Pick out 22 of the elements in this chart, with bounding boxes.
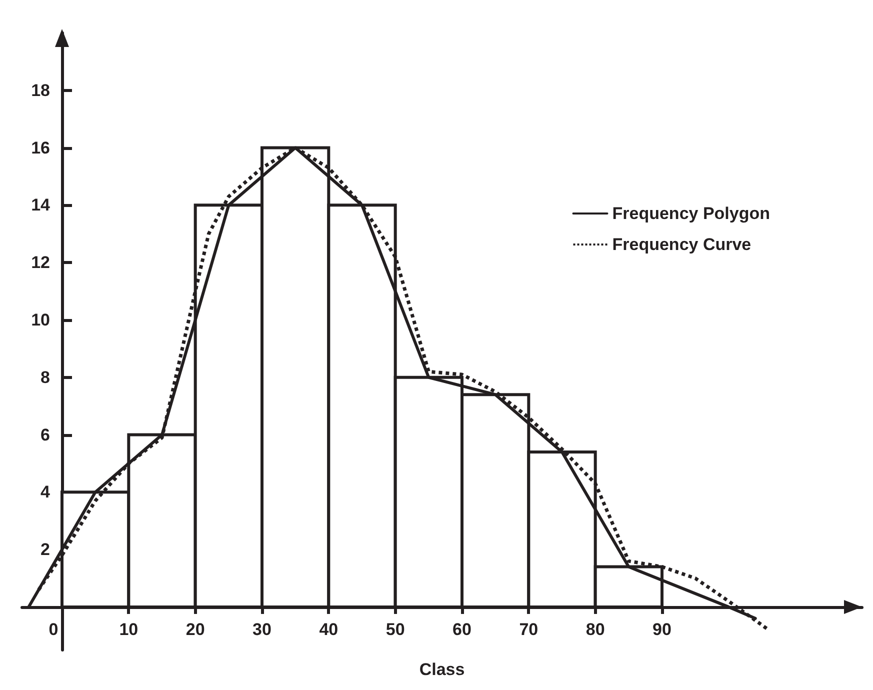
legend-label: Frequency Polygon <box>612 204 770 223</box>
x-tick-label: 10 <box>119 620 138 639</box>
x-tick-label: 30 <box>252 620 272 639</box>
legend-label: Frequency Curve <box>612 235 752 254</box>
y-tick-label: 14 <box>31 196 51 215</box>
y-tick-label: 2 <box>40 540 50 560</box>
x-tick-label: 60 <box>452 620 472 639</box>
x-tick-label: 80 <box>586 620 605 639</box>
y-tick-label: 8 <box>40 368 50 387</box>
x-tick-label: 0 <box>48 620 58 639</box>
y-tick-label: 18 <box>31 80 50 100</box>
y-tick-label: 16 <box>31 138 50 158</box>
x-tick-label: 90 <box>652 620 672 639</box>
y-tick-label: 12 <box>31 253 50 272</box>
x-tick-label: 20 <box>186 620 205 639</box>
y-tick-label: 4 <box>40 482 51 502</box>
y-tick-label: 10 <box>31 310 50 330</box>
x-tick-label: 70 <box>519 620 538 639</box>
x-tick-label: 40 <box>319 620 338 639</box>
x-axis-title: Class <box>419 660 465 679</box>
y-tick-label: 6 <box>40 425 50 444</box>
x-tick-label: 50 <box>386 620 405 639</box>
